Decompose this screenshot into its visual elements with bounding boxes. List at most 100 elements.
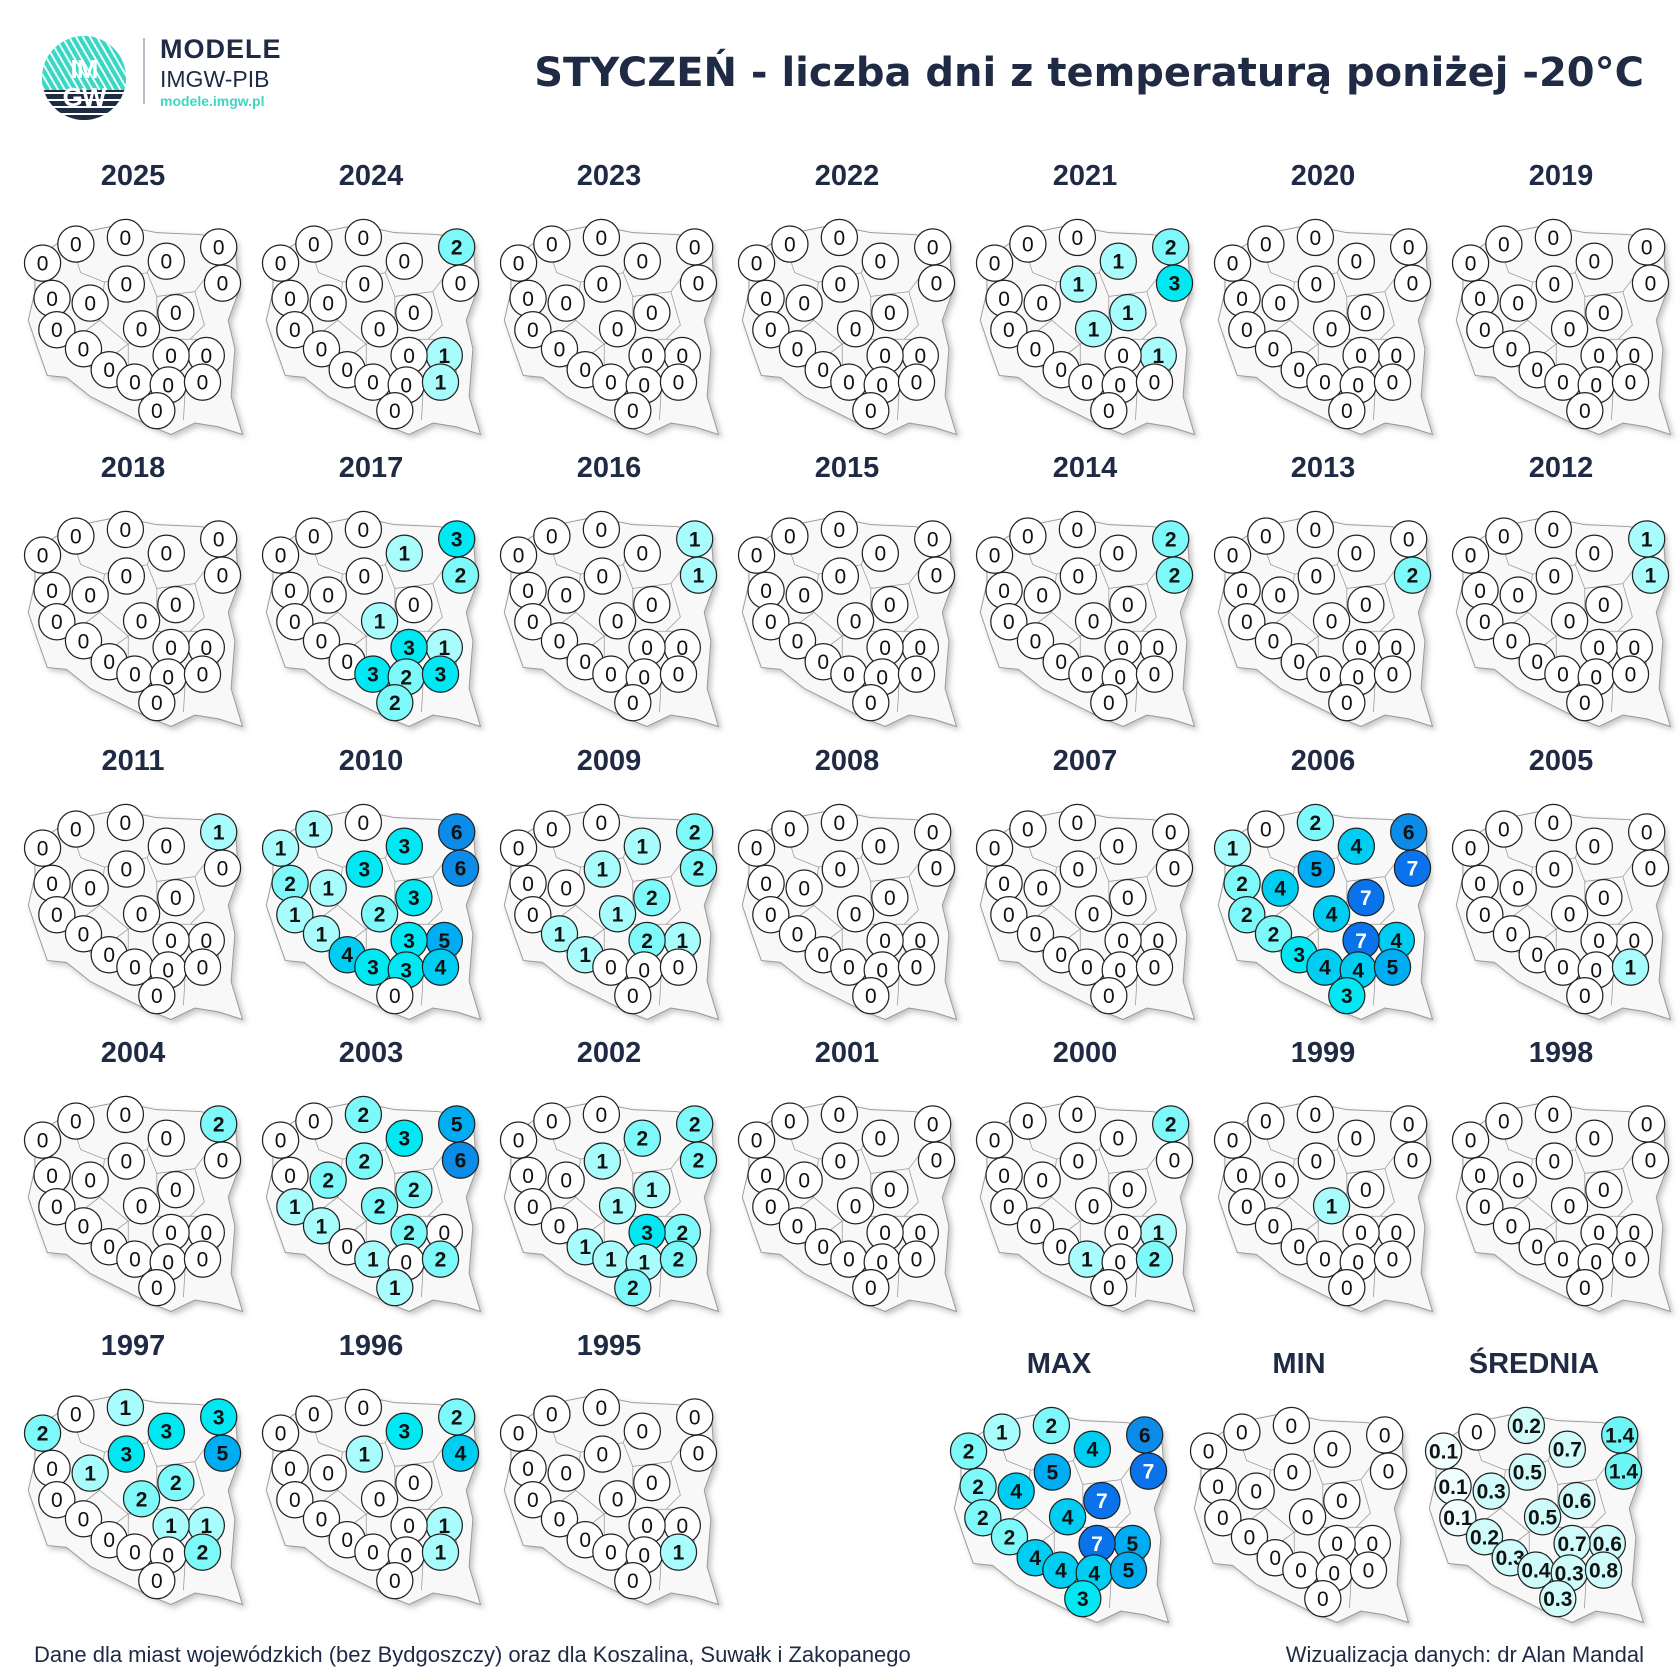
- city-value: 0: [120, 519, 132, 542]
- city-circle: [659, 655, 698, 693]
- city-value: 2: [213, 1113, 225, 1136]
- city-value: 2: [1310, 812, 1322, 835]
- city-marker: 0: [785, 284, 823, 322]
- city-marker: 0: [1272, 1406, 1311, 1445]
- city-value: 0: [160, 543, 172, 566]
- city-value: 0: [673, 664, 685, 687]
- city-circle: [997, 1472, 1035, 1510]
- city-circle: [23, 829, 62, 867]
- city-marker: 0: [1492, 915, 1531, 953]
- city-marker: 0: [1090, 391, 1128, 430]
- city-marker: 0: [1461, 571, 1499, 610]
- region-border: [1025, 1507, 1055, 1533]
- city-marker: 0: [582, 510, 621, 549]
- city-value: 0: [1326, 318, 1338, 341]
- city-marker: 0: [1485, 517, 1523, 555]
- city-value: 0.5: [1528, 1506, 1557, 1529]
- city-value: 0: [1003, 904, 1015, 927]
- city-value: 1: [438, 345, 450, 368]
- city-marker: 0: [183, 363, 222, 401]
- city-marker: 0: [33, 864, 71, 903]
- city-value: 0: [1088, 610, 1100, 633]
- city-marker: 0: [309, 284, 347, 322]
- city-value: 0: [792, 1215, 804, 1238]
- city-value: 0: [1579, 1277, 1591, 1300]
- city-marker: 0: [499, 1414, 538, 1452]
- city-marker: 0: [897, 1240, 936, 1278]
- city-marker: 2: [344, 1095, 383, 1134]
- city-value: 2: [689, 821, 701, 844]
- city-value: 0: [1241, 611, 1253, 634]
- city-marker: 0: [1534, 803, 1573, 842]
- city-marker: 0: [1058, 1095, 1097, 1134]
- city-value: 0: [1598, 594, 1610, 617]
- city-circle: [360, 602, 399, 640]
- city-circle: [499, 829, 538, 867]
- city-marker: 0: [628, 628, 666, 667]
- city-marker: 0: [122, 602, 161, 640]
- city-circle: [1347, 585, 1385, 624]
- city-value: 0: [792, 338, 804, 361]
- credit: Wizualizacja danych: dr Alan Mandal: [1285, 1642, 1644, 1667]
- city-marker: 0: [861, 534, 900, 572]
- city-circle: [395, 1463, 433, 1502]
- city-value: 7: [1360, 887, 1372, 910]
- city-circle: [147, 242, 186, 280]
- city-circle: [861, 1119, 900, 1157]
- region-border: [337, 611, 367, 637]
- panel-label: 2005: [1528, 745, 1594, 777]
- city-value: 0: [513, 253, 525, 276]
- city-circle: [421, 1240, 460, 1278]
- city-value: 0: [84, 585, 96, 608]
- city-marker: 0: [1254, 330, 1293, 368]
- city-value: 0: [1268, 338, 1280, 361]
- city-value: 0: [1293, 359, 1305, 382]
- city-value: 4: [1274, 878, 1286, 901]
- city-circle: [360, 895, 399, 933]
- city-value: 4: [1390, 930, 1402, 953]
- city-circle: [57, 1102, 95, 1140]
- city-value: 0: [798, 293, 810, 316]
- city-value: 0: [1474, 873, 1486, 896]
- city-value: 0: [636, 251, 648, 274]
- city-circle: [122, 895, 161, 933]
- city-value: 0: [1498, 819, 1510, 842]
- city-value: 0: [1088, 1195, 1100, 1218]
- city-marker: 0: [122, 310, 161, 348]
- city-marker: 0: [1135, 363, 1174, 401]
- city-marker: 4: [421, 948, 460, 986]
- city-marker: 2: [675, 1105, 714, 1143]
- city-value: 5: [1126, 1533, 1138, 1556]
- city-circle: [499, 1414, 538, 1452]
- city-value: 2: [455, 565, 467, 588]
- year-panel: 2003 0 0 2 3 5 6 2 0 2 2 1 2 1 0 2 0 1 0 2 1: [252, 1037, 490, 1327]
- city-value: 0: [1269, 1547, 1281, 1570]
- city-circle: [1312, 310, 1351, 348]
- city-circle: [64, 915, 103, 953]
- city-marker: 0: [897, 363, 936, 401]
- city-value: 1: [673, 1542, 685, 1565]
- city-value: 0: [1593, 637, 1605, 660]
- city-value: 0: [1114, 1251, 1126, 1274]
- city-value: 0: [121, 274, 133, 297]
- city-marker: 0: [985, 864, 1023, 903]
- city-marker: 4: [1337, 827, 1376, 865]
- city-circle: [836, 310, 875, 348]
- city-circle: [1585, 878, 1623, 917]
- city-value: 0: [1055, 359, 1067, 382]
- city-marker: 0: [1016, 915, 1055, 953]
- city-marker: 0: [1074, 895, 1113, 933]
- city-circle: [785, 1161, 823, 1199]
- city-value: 0: [1149, 957, 1161, 980]
- city-value: 0: [596, 1104, 608, 1127]
- city-circle: [897, 1240, 936, 1278]
- city-value: 6: [455, 1150, 467, 1173]
- logo-divider: [143, 38, 145, 104]
- panel-label: 1995: [576, 1330, 642, 1362]
- poland-map: 0.10 0.20.71.41.40.50.1 0.3 0.60.1 0.50.2 0.6…: [1424, 1406, 1645, 1624]
- city-marker: 0: [1458, 1413, 1496, 1451]
- city-value: 2: [136, 1488, 148, 1511]
- city-marker: 0: [533, 810, 571, 848]
